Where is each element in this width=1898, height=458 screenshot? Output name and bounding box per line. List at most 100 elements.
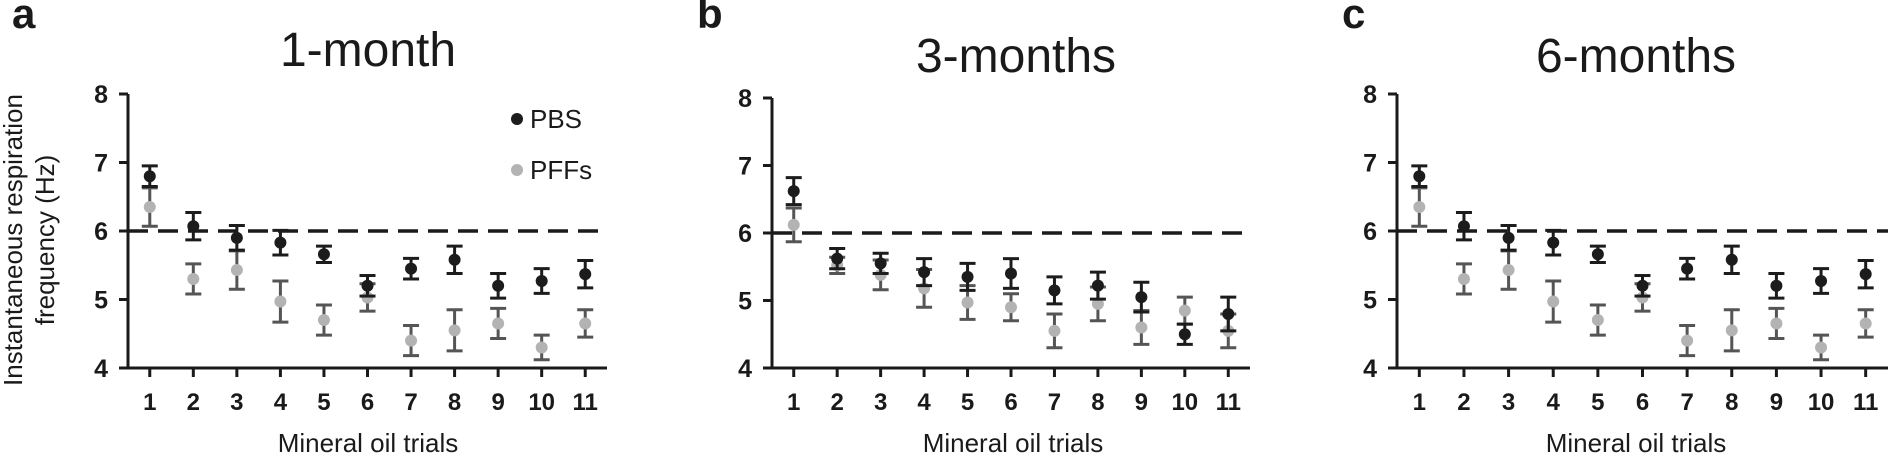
- panel-c-plot: 4 5 6 7 8 1 2 3 4 5 6 7 8 9 10 11: [1363, 81, 1888, 416]
- pbs-point: [448, 253, 461, 266]
- x-tick-label: 4: [1547, 389, 1561, 416]
- pbs-point: [317, 248, 330, 261]
- pbs-point: [1091, 279, 1104, 292]
- pbs-point: [1636, 279, 1649, 292]
- pbs-point: [1135, 291, 1148, 304]
- pbs-point: [787, 185, 800, 198]
- pbs-point: [143, 170, 156, 183]
- x-tick-label: 3: [874, 389, 887, 416]
- panel-b-title: 3-months: [916, 30, 1116, 83]
- x-tick-label: 8: [448, 389, 461, 416]
- y-tick-label: 4: [738, 355, 752, 383]
- pbs-point: [361, 279, 374, 292]
- pbs-point: [1815, 275, 1828, 288]
- panel-c: c 6-months 4 5 6 7 8 1 2 3 4 5 6 7 8 9 10 11 Mineral oi…: [1342, 0, 1888, 458]
- x-tick-label: 10: [1808, 389, 1835, 416]
- x-tick-label: 4: [274, 389, 288, 416]
- x-tick-label: 7: [1680, 389, 1693, 416]
- pffs-point: [579, 317, 592, 330]
- x-tick-label: 8: [1725, 389, 1738, 416]
- legend: PBS PFFs: [511, 104, 592, 185]
- pbs-point: [831, 252, 844, 265]
- pbs-point: [187, 220, 200, 233]
- panel-c-x-axis-label: Mineral oil trials: [1546, 428, 1727, 458]
- pbs-point: [874, 257, 887, 270]
- x-tick-label: 5: [961, 389, 974, 416]
- pffs-point: [274, 295, 287, 308]
- pffs-point: [1178, 304, 1191, 317]
- pffs-point: [1815, 341, 1828, 354]
- pbs-point: [1859, 268, 1872, 281]
- x-tick-label: 9: [1135, 389, 1148, 416]
- y-tick-label: 8: [738, 85, 752, 113]
- pbs-point: [1770, 279, 1783, 292]
- panel-b: b 3-months 4 5 6 7 8 1 2 3 4 5 6 7 8 9 10 11 Mineral oi…: [697, 0, 1250, 458]
- x-tick-label: 4: [917, 389, 931, 416]
- panel-letter-c: c: [1342, 0, 1365, 37]
- pbs-point: [1502, 231, 1515, 244]
- y-tick-label: 7: [1363, 150, 1377, 178]
- panel-a-title: 1-month: [280, 24, 456, 77]
- pffs-point: [1770, 317, 1783, 330]
- pffs-point: [1005, 301, 1017, 314]
- y-tick-label: 6: [738, 220, 752, 248]
- pffs-point: [230, 264, 243, 277]
- pbs-point: [961, 270, 974, 283]
- legend-pbs-label: PBS: [530, 104, 582, 134]
- x-tick-label: 3: [230, 389, 243, 416]
- x-tick-label: 2: [187, 389, 200, 416]
- y-tick-label: 8: [1363, 81, 1377, 109]
- pffs-point: [187, 272, 200, 285]
- panel-letter-b: b: [697, 0, 723, 37]
- y-axis-label-line1: Instantaneous respiration: [0, 94, 28, 386]
- pbs-point: [1547, 236, 1560, 249]
- x-tick-label: 1: [787, 389, 800, 416]
- pffs-point: [143, 201, 156, 214]
- pffs-point: [492, 317, 505, 330]
- legend-pffs-marker: [511, 164, 523, 176]
- x-tick-label: 1: [1413, 389, 1426, 416]
- pbs-point: [579, 268, 592, 281]
- panel-a-x-axis-label: Mineral oil trials: [278, 428, 459, 458]
- pbs-point: [405, 262, 418, 275]
- pbs-point: [1457, 220, 1470, 233]
- pffs-point: [1135, 321, 1148, 334]
- pbs-point: [1725, 253, 1738, 266]
- pbs-point: [1591, 248, 1604, 261]
- x-tick-label: 2: [831, 389, 844, 416]
- pffs-point: [1091, 297, 1104, 310]
- pbs-point: [1048, 284, 1061, 297]
- y-tick-label: 6: [94, 218, 108, 246]
- x-tick-label: 6: [1004, 389, 1017, 416]
- pffs-point: [1859, 317, 1872, 330]
- y-tick-label: 5: [1363, 287, 1377, 315]
- x-tick-label: 3: [1502, 389, 1515, 416]
- pffs-point: [961, 296, 974, 309]
- y-tick-label: 4: [94, 355, 108, 383]
- x-tick-label: 8: [1091, 389, 1104, 416]
- x-tick-label: 2: [1457, 389, 1470, 416]
- x-tick-label: 9: [491, 389, 504, 416]
- pffs-point: [1502, 264, 1515, 277]
- pffs-point: [1413, 201, 1426, 214]
- x-tick-label: 5: [317, 389, 330, 416]
- panel-c-title: 6-months: [1536, 30, 1736, 83]
- y-tick-label: 5: [738, 288, 752, 316]
- panel-a-plot: 4 5 6 7 8 1 2 3 4 5 6 7 8 9 10 11: [94, 81, 607, 416]
- x-tick-label: 11: [573, 389, 598, 416]
- y-tick-label: 4: [1363, 355, 1377, 383]
- pffs-point: [405, 334, 418, 347]
- pffs-point: [1591, 314, 1604, 327]
- x-tick-label: 9: [1770, 389, 1783, 416]
- pbs-point: [1681, 262, 1694, 275]
- x-tick-label: 7: [404, 389, 417, 416]
- x-tick-label: 10: [528, 389, 555, 416]
- pbs-point: [274, 236, 287, 249]
- panel-a: a 1-month 4 5 6 7 8 1 2 3 4 5 6 7 8 9 10 11 Mineral oil…: [12, 0, 607, 458]
- pffs-point: [787, 218, 800, 231]
- x-tick-label: 11: [1853, 389, 1878, 416]
- legend-pffs-label: PFFs: [530, 155, 592, 185]
- y-axis-label-line2: frequency (Hz): [30, 155, 60, 326]
- pbs-point: [535, 275, 548, 288]
- y-tick-label: 7: [738, 153, 752, 181]
